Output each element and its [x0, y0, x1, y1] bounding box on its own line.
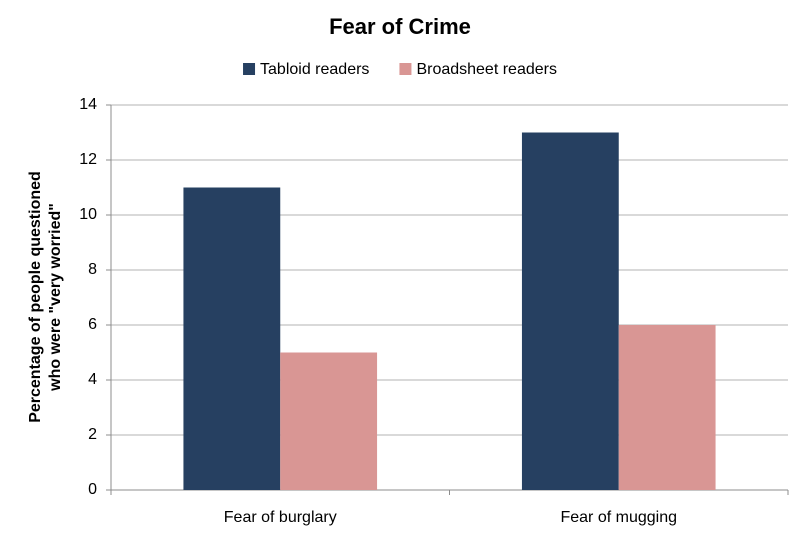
y-tick-label: 2	[88, 426, 97, 443]
x-tick-label: Fear of burglary	[224, 509, 337, 526]
y-axis-title-line: who were "very worried"	[47, 203, 64, 392]
bar	[183, 187, 281, 490]
bar	[521, 132, 619, 490]
y-axis-title: Percentage of people questioned who were…	[27, 171, 64, 423]
chart-title: Fear of Crime	[329, 14, 471, 39]
legend: Tabloid readers Broadsheet readers	[243, 61, 557, 78]
legend-label: Broadsheet readers	[416, 61, 557, 78]
y-tick-label: 10	[79, 206, 97, 223]
x-tick-label: Fear of mugging	[560, 509, 677, 526]
y-tick-label: 4	[88, 371, 97, 388]
legend-swatch	[243, 63, 256, 75]
bar	[618, 325, 716, 490]
y-tick-label: 0	[88, 481, 97, 498]
legend-label: Tabloid readers	[260, 61, 369, 78]
y-axis-title-line: Percentage of people questioned	[27, 171, 44, 423]
y-tick-label: 6	[88, 316, 97, 333]
y-tick-label: 14	[79, 96, 97, 113]
legend-swatch	[399, 63, 412, 75]
y-tick-label: 12	[79, 151, 97, 168]
y-tick-label: 8	[88, 261, 97, 278]
bar	[280, 352, 378, 490]
